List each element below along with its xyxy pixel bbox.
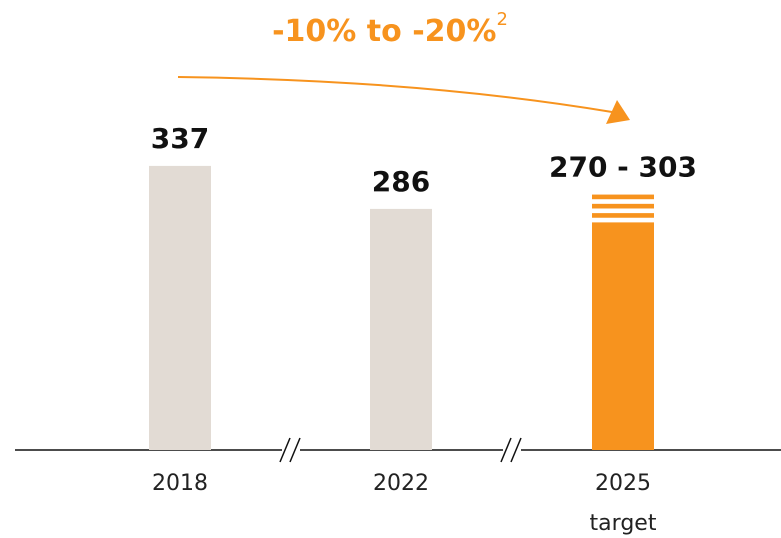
x-tick-label: 2022 bbox=[373, 471, 429, 496]
x-tick-label: 2018 bbox=[152, 471, 208, 496]
x-tick-label: 2025 target bbox=[589, 471, 657, 536]
bar bbox=[592, 222, 654, 450]
footnote-mark: 2 bbox=[496, 9, 507, 30]
value-label: 337 bbox=[151, 122, 209, 155]
value-label: 286 bbox=[372, 165, 430, 198]
bar-range bbox=[592, 194, 654, 218]
value-label: 270 - 303 bbox=[549, 151, 697, 184]
axis-break bbox=[500, 437, 522, 463]
axis-break bbox=[279, 437, 301, 463]
arrow-head bbox=[606, 100, 630, 124]
annotation: -10% to -20%2 bbox=[272, 9, 508, 49]
range-stripe bbox=[592, 213, 654, 218]
bar bbox=[370, 208, 432, 450]
range-stripe bbox=[592, 194, 654, 200]
arrow bbox=[177, 76, 613, 113]
range-stripe bbox=[592, 203, 654, 209]
bar bbox=[149, 165, 211, 450]
annotation-text: -10% to -20% bbox=[272, 14, 496, 49]
